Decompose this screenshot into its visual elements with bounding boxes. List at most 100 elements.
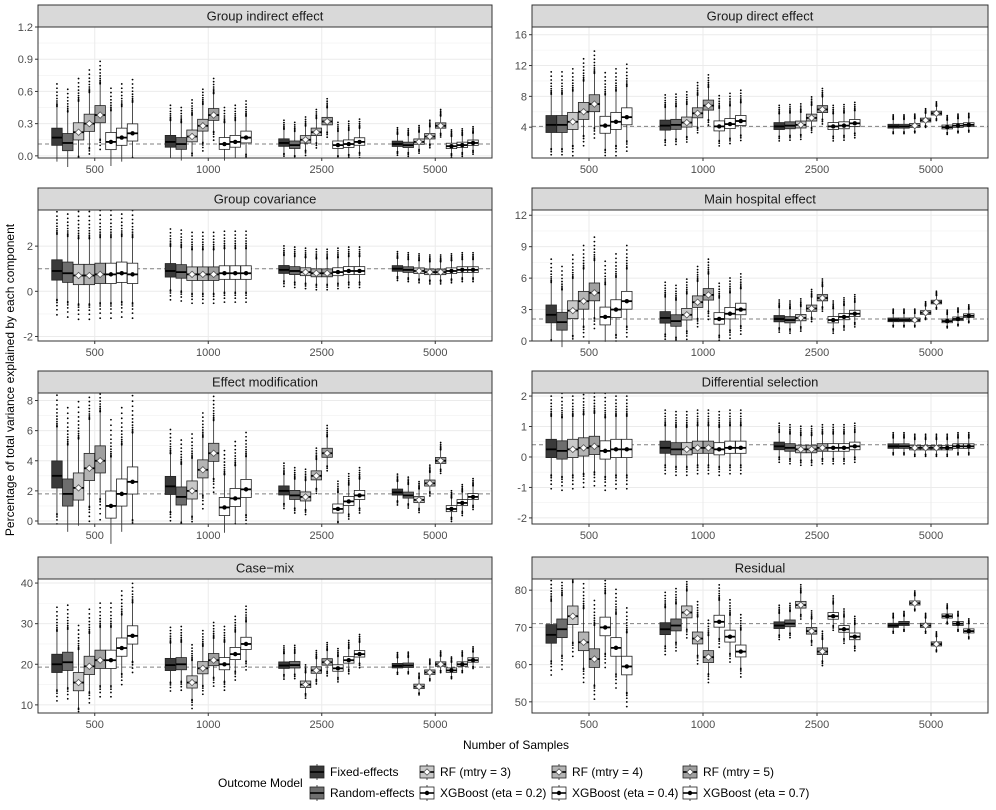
outlier-point bbox=[843, 612, 845, 614]
outlier-point bbox=[810, 644, 813, 647]
outlier-point bbox=[582, 335, 585, 338]
outlier-point bbox=[707, 121, 710, 124]
outlier-point bbox=[131, 430, 134, 432]
outlier-point bbox=[593, 619, 596, 622]
outlier-point bbox=[582, 331, 585, 334]
outlier-point bbox=[326, 469, 329, 472]
mean-dot bbox=[130, 633, 135, 639]
outlier-point bbox=[832, 108, 835, 111]
outlier-point bbox=[56, 690, 58, 692]
outlier-point bbox=[88, 77, 91, 80]
outlier-point bbox=[304, 285, 307, 287]
mean-diamond bbox=[85, 271, 94, 280]
outlier-point bbox=[561, 82, 563, 85]
outlier-point bbox=[799, 328, 802, 330]
outlier-point bbox=[615, 86, 617, 89]
mean-diamond bbox=[807, 445, 816, 454]
outlier-point bbox=[832, 627, 835, 629]
outlier-point bbox=[707, 258, 710, 261]
box-6 bbox=[445, 253, 458, 284]
outlier-point bbox=[739, 672, 742, 675]
outlier-point bbox=[582, 676, 585, 679]
outlier-point bbox=[110, 305, 112, 307]
outlier-point bbox=[358, 471, 361, 474]
outlier-point bbox=[582, 264, 585, 267]
outlier-point bbox=[99, 312, 102, 315]
outlier-point bbox=[450, 493, 453, 496]
outlier-point bbox=[685, 278, 688, 281]
outlier-point bbox=[315, 680, 318, 683]
box-2 bbox=[175, 106, 187, 161]
outlier-point bbox=[245, 110, 247, 113]
outlier-point bbox=[561, 285, 563, 288]
outlier-point bbox=[191, 295, 193, 298]
outlier-point bbox=[967, 434, 970, 437]
outlier-point bbox=[778, 302, 781, 305]
outlier-point bbox=[685, 290, 688, 292]
outlier-point bbox=[935, 100, 938, 103]
x-tick-label: 1000 bbox=[196, 719, 220, 731]
outlier-point bbox=[201, 245, 204, 248]
outlier-point bbox=[582, 62, 585, 64]
mean-dot bbox=[335, 269, 341, 275]
outlier-point bbox=[326, 647, 329, 649]
outlier-point bbox=[428, 121, 431, 123]
outlier-point bbox=[131, 521, 134, 524]
box-8 bbox=[353, 118, 366, 159]
outlier-point bbox=[212, 483, 215, 485]
outlier-point bbox=[789, 302, 791, 304]
outlier-point bbox=[707, 423, 710, 426]
outlier-point bbox=[604, 412, 607, 414]
box-5 bbox=[434, 108, 447, 138]
outlier-point bbox=[180, 118, 183, 121]
outlier-point bbox=[450, 677, 453, 680]
outlier-point bbox=[739, 284, 742, 287]
outlier-point bbox=[110, 87, 112, 90]
outlier-point bbox=[110, 303, 112, 305]
outlier-point bbox=[913, 114, 916, 117]
outlier-point bbox=[245, 292, 247, 295]
outlier-point bbox=[935, 455, 938, 458]
box-5 bbox=[207, 621, 220, 688]
outlier-point bbox=[696, 466, 699, 469]
outlier-point bbox=[561, 89, 563, 92]
mean-diamond bbox=[911, 444, 919, 452]
outlier-point bbox=[461, 277, 464, 280]
outlier-point bbox=[967, 112, 970, 115]
outlier-point bbox=[550, 79, 553, 81]
box-2 bbox=[289, 121, 301, 158]
outlier-point bbox=[110, 424, 112, 427]
outlier-point bbox=[110, 448, 112, 451]
outlier-point bbox=[293, 121, 296, 124]
outlier-point bbox=[120, 232, 123, 234]
outlier-point bbox=[461, 514, 464, 517]
outlier-point bbox=[66, 88, 69, 91]
outlier-point bbox=[664, 141, 667, 144]
outlier-point bbox=[191, 109, 193, 112]
outlier-point bbox=[358, 122, 361, 125]
outlier-point bbox=[180, 689, 183, 692]
outlier-point bbox=[789, 460, 791, 463]
y-tick-label: 70 bbox=[515, 622, 527, 634]
outlier-point bbox=[180, 458, 183, 461]
outlier-point bbox=[212, 635, 215, 638]
outlier-point bbox=[418, 253, 420, 255]
outlier-point bbox=[593, 693, 596, 696]
box-6 bbox=[445, 129, 458, 159]
outlier-point bbox=[615, 253, 617, 255]
outlier-point bbox=[66, 213, 69, 215]
outlier-point bbox=[739, 469, 742, 472]
outlier-point bbox=[169, 686, 172, 689]
outlier-point bbox=[212, 80, 215, 83]
outlier-point bbox=[843, 329, 845, 331]
x-tick-label: 1000 bbox=[691, 347, 715, 359]
outlier-point bbox=[615, 603, 617, 606]
outlier-point bbox=[223, 120, 226, 122]
box-7 bbox=[952, 431, 964, 456]
x-tick-label: 500 bbox=[580, 719, 598, 731]
mean-dot bbox=[966, 122, 971, 128]
outlier-point bbox=[789, 135, 791, 138]
outlier-point bbox=[56, 628, 58, 631]
outlier-point bbox=[396, 500, 399, 503]
